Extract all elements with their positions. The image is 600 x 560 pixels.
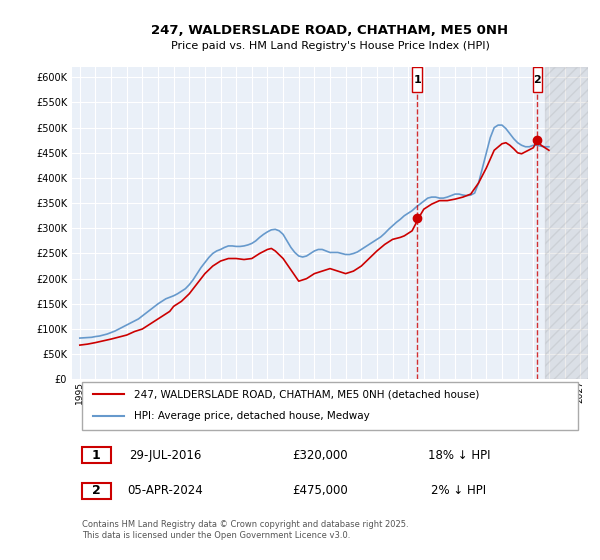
Text: £475,000: £475,000	[292, 484, 347, 497]
Text: 05-APR-2024: 05-APR-2024	[127, 484, 203, 497]
FancyBboxPatch shape	[82, 447, 110, 463]
Text: 1: 1	[92, 449, 101, 462]
Text: 2: 2	[533, 74, 541, 85]
FancyBboxPatch shape	[82, 382, 578, 430]
Text: 247, WALDERSLADE ROAD, CHATHAM, ME5 0NH (detached house): 247, WALDERSLADE ROAD, CHATHAM, ME5 0NH …	[134, 389, 479, 399]
Text: 2% ↓ HPI: 2% ↓ HPI	[431, 484, 487, 497]
FancyBboxPatch shape	[82, 483, 110, 498]
Text: 2: 2	[92, 484, 101, 497]
Text: 18% ↓ HPI: 18% ↓ HPI	[428, 449, 490, 462]
Text: £320,000: £320,000	[292, 449, 347, 462]
Bar	[545, 67, 588, 379]
Text: 1: 1	[413, 74, 421, 85]
Text: HPI: Average price, detached house, Medway: HPI: Average price, detached house, Medw…	[134, 410, 370, 421]
FancyBboxPatch shape	[533, 67, 542, 92]
Text: Contains HM Land Registry data © Crown copyright and database right 2025.
This d: Contains HM Land Registry data © Crown c…	[82, 520, 409, 540]
Text: 29-JUL-2016: 29-JUL-2016	[128, 449, 201, 462]
Text: 247, WALDERSLADE ROAD, CHATHAM, ME5 0NH: 247, WALDERSLADE ROAD, CHATHAM, ME5 0NH	[151, 24, 509, 38]
Text: Price paid vs. HM Land Registry's House Price Index (HPI): Price paid vs. HM Land Registry's House …	[170, 41, 490, 51]
FancyBboxPatch shape	[412, 67, 422, 92]
